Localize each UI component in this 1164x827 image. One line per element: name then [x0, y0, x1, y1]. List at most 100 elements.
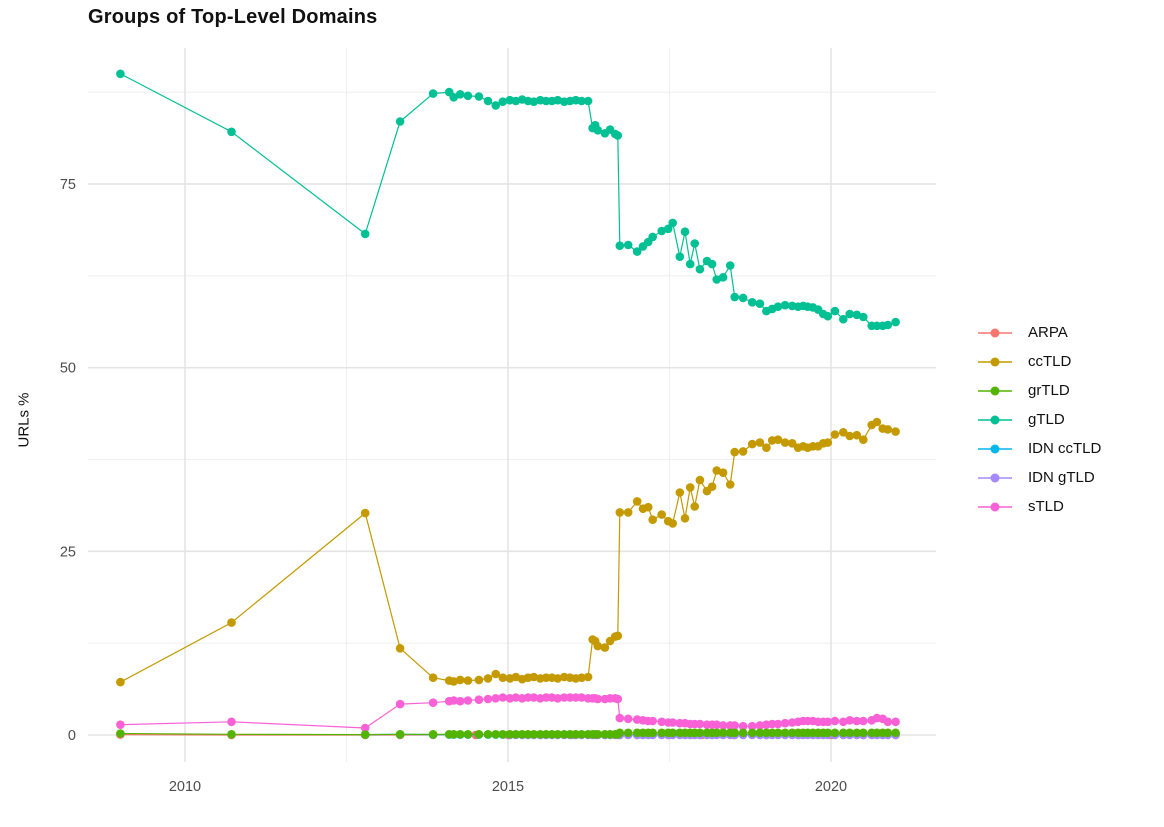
data-point-gtld: [747, 298, 757, 307]
x-tick-label: 2015: [492, 779, 524, 795]
data-point-gtld: [685, 259, 695, 269]
data-point-cctld: [680, 514, 690, 523]
data-point-stld: [852, 716, 862, 726]
legend-item-label: sTLD: [1028, 498, 1064, 515]
data-point-cctld: [839, 428, 848, 437]
data-point-gtld: [553, 95, 562, 105]
data-point-cctld: [685, 483, 695, 492]
legend-item-label: grTLD: [1028, 382, 1070, 399]
data-point-grtld: [787, 728, 797, 738]
legend-key-icon-grtld: [978, 386, 1012, 395]
legend-key-icon-idn-cctld: [978, 444, 1012, 453]
data-point-cctld: [648, 515, 657, 524]
data-point-cctld: [498, 673, 508, 682]
data-point-grtld: [577, 730, 586, 739]
data-point-cctld: [474, 675, 484, 685]
data-point-cctld: [707, 482, 717, 492]
legend-key-icon-arpa: [978, 328, 1012, 337]
data-point-stld: [780, 718, 790, 728]
y-tick-label: 25: [60, 544, 76, 560]
legend-key-icon-gtld: [978, 415, 1012, 424]
legend-key-icon-cctld: [978, 357, 1012, 366]
data-point-stld: [483, 694, 493, 704]
data-point-stld: [577, 693, 586, 702]
data-point-gtld: [455, 90, 465, 99]
legend-item-idn-cctld: IDN ccTLD: [978, 434, 1101, 463]
data-point-stld: [449, 696, 459, 705]
y-tick-label: 75: [60, 177, 76, 193]
data-point-stld: [773, 719, 783, 729]
data-point-stld: [738, 721, 748, 731]
data-point-stld: [553, 694, 562, 703]
legend-item-label: IDN gTLD: [1028, 469, 1095, 486]
data-point-gtld: [718, 273, 728, 282]
data-point-cctld: [675, 488, 685, 497]
data-point-gtld: [428, 89, 438, 98]
legend-item-label: IDN ccTLD: [1028, 440, 1102, 457]
data-point-cctld: [577, 673, 586, 682]
legend-item-label: gTLD: [1028, 411, 1065, 428]
data-point-gtld: [483, 96, 493, 106]
data-point-grtld: [511, 730, 521, 739]
data-point-gtld: [725, 261, 735, 270]
data-point-gtld: [583, 96, 593, 106]
data-point-cctld: [872, 417, 882, 427]
data-point-gtld: [449, 93, 459, 102]
series-cctld: [116, 417, 900, 687]
data-point-cctld: [830, 430, 840, 439]
data-point-grtld: [730, 728, 739, 738]
data-point-cctld: [730, 447, 739, 457]
data-point-cctld: [583, 672, 593, 682]
data-point-grtld: [859, 728, 868, 738]
data-point-grtld: [529, 730, 539, 739]
data-point-cctld: [738, 447, 748, 456]
data-point-cctld: [845, 431, 854, 441]
data-point-stld: [593, 694, 603, 704]
data-point-grtld: [839, 728, 848, 738]
data-point-cctld: [787, 439, 797, 448]
data-point-cctld: [643, 502, 653, 512]
y-tick-label: 0: [68, 728, 76, 744]
data-point-gtld: [823, 311, 833, 321]
data-point-stld: [747, 721, 757, 731]
data-point-grtld: [712, 728, 721, 738]
data-point-gtld: [498, 97, 508, 106]
data-point-gtld: [695, 264, 705, 274]
data-point-gtld: [883, 320, 893, 330]
data-point-grtld: [455, 730, 465, 739]
data-point-cctld: [695, 475, 705, 485]
series-stld: [116, 693, 900, 733]
data-point-stld: [529, 693, 539, 702]
data-point-gtld: [852, 310, 862, 320]
data-point-cctld: [360, 508, 370, 518]
data-point-grtld: [773, 728, 783, 738]
data-point-stld: [668, 718, 677, 727]
series-gtld: [116, 69, 900, 331]
data-point-cctld: [613, 631, 623, 641]
data-point-stld: [830, 716, 840, 726]
data-point-grtld: [463, 730, 473, 739]
data-point-cctld: [891, 427, 900, 436]
data-point-stld: [428, 698, 438, 707]
data-point-grtld: [483, 730, 493, 739]
data-point-gtld: [859, 312, 868, 322]
data-point-grtld: [738, 728, 748, 738]
data-point-cctld: [690, 502, 699, 511]
data-point-stld: [116, 720, 125, 729]
data-point-stld: [613, 694, 623, 704]
data-point-grtld: [553, 730, 562, 739]
data-point-cctld: [483, 674, 493, 683]
x-tick-label: 2010: [169, 779, 201, 795]
data-point-grtld: [498, 730, 508, 739]
data-point-gtld: [690, 239, 699, 248]
data-point-cctld: [615, 508, 625, 517]
data-point-cctld: [773, 435, 783, 445]
data-point-cctld: [449, 677, 459, 686]
data-point-stld: [455, 696, 465, 706]
legend-item-label: ccTLD: [1028, 353, 1072, 370]
data-point-stld: [615, 713, 625, 723]
data-point-cctld: [553, 674, 562, 683]
axis-labels: 0 25 50 75 2010 2015 2020: [60, 177, 847, 795]
data-point-stld: [360, 723, 370, 733]
